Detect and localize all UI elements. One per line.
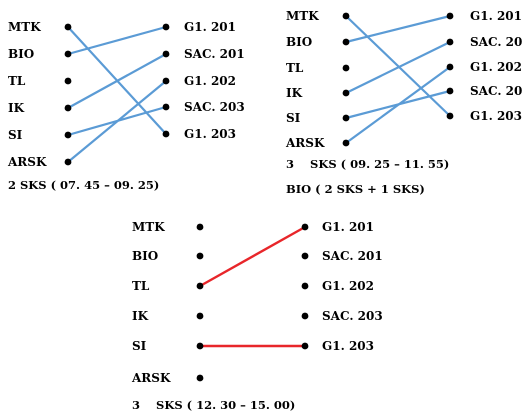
right-dot-sac-201 xyxy=(301,252,309,260)
right-label-g1-203: G1. 203 xyxy=(322,339,374,353)
left-dot-si xyxy=(64,131,72,139)
left-dot-bio xyxy=(196,252,204,260)
left-dot-tl xyxy=(196,282,204,290)
left-dot-ik xyxy=(342,89,350,97)
left-label-si: SI xyxy=(8,128,23,142)
connections xyxy=(198,225,307,348)
right-dot-g1-201 xyxy=(301,223,309,231)
left-label-ik: IK xyxy=(8,101,25,115)
right-label-g1-201: G1. 201 xyxy=(322,220,374,234)
connections xyxy=(66,25,168,164)
right-dot-g1-203 xyxy=(301,342,309,350)
left-label-ik: IK xyxy=(132,309,149,323)
left-label-tl: TL xyxy=(8,74,26,88)
left-label-bio: BIO xyxy=(8,47,34,61)
left-label-arsk: ARSK xyxy=(285,136,325,150)
right-dot-sac-201 xyxy=(162,50,170,58)
right-label-g1-202: G1. 202 xyxy=(322,279,374,293)
connection-bio-to-g1-201 xyxy=(344,14,452,44)
connection-mtk-to-g1-203 xyxy=(344,14,452,118)
connections xyxy=(344,14,452,145)
right-label-g1-203: G1. 203 xyxy=(184,127,236,141)
left-label-mtk: MTK xyxy=(286,9,319,23)
left-dot-ik xyxy=(196,312,204,320)
right-label-sac-203: SAC. 203 xyxy=(470,84,522,98)
right-label-g1-202: G1. 202 xyxy=(470,60,522,74)
left-label-tl: TL xyxy=(132,279,150,293)
left-dot-bio xyxy=(342,38,350,46)
left-dot-arsk xyxy=(64,158,72,166)
connection-arsk-to-g1-202 xyxy=(344,65,452,145)
connection-tl-to-g1-201 xyxy=(198,225,307,288)
right-label-sac-201: SAC. 201 xyxy=(184,47,245,61)
connection-ik-to-sac-201 xyxy=(344,40,452,95)
right-dot-g1-203 xyxy=(446,112,454,120)
left-label-ik: IK xyxy=(286,86,303,100)
right-label-sac-203: SAC. 203 xyxy=(322,309,383,323)
caption-line-2: BIO ( 2 SKS + 1 SKS) xyxy=(286,182,425,196)
left-dot-tl xyxy=(64,77,72,85)
right-label-sac-203: SAC. 203 xyxy=(184,100,245,114)
right-label-sac-201: SAC. 201 xyxy=(322,249,383,263)
right-dot-g1-202 xyxy=(446,63,454,71)
right-dot-sac-203 xyxy=(162,103,170,111)
connection-arsk-to-g1-202 xyxy=(66,79,168,164)
left-dot-si xyxy=(196,342,204,350)
right-label-g1-202: G1. 202 xyxy=(184,74,236,88)
left-label-si: SI xyxy=(286,111,301,125)
left-label-tl: TL xyxy=(286,61,304,75)
right-dot-g1-202 xyxy=(301,282,309,290)
left-dot-bio xyxy=(64,50,72,58)
diagram-1: MTK BIO TL IK SI ARSK G1. 201 SAC. 201 G1. 202 SA… xyxy=(7,20,245,192)
connection-bio-to-g1-201 xyxy=(66,25,168,56)
left-label-arsk: ARSK xyxy=(131,371,171,385)
left-dot-mtk xyxy=(196,223,204,231)
connection-ik-to-sac-201 xyxy=(66,52,168,110)
left-label-si: SI xyxy=(132,339,147,353)
diagram-3: MTK BIO TL IK SI ARSK G1. 201 SAC. 201 G1. 202 SA… xyxy=(131,220,383,412)
left-dot-si xyxy=(342,114,350,122)
right-dot-sac-203 xyxy=(301,312,309,320)
left-dot-mtk xyxy=(342,12,350,20)
left-label-mtk: MTK xyxy=(8,20,41,34)
left-dot-arsk xyxy=(196,374,204,382)
caption-line-1: 3 SKS ( 09. 25 – 11. 55) xyxy=(286,157,449,171)
left-dot-mtk xyxy=(64,23,72,31)
right-label-g1-203: G1. 203 xyxy=(470,109,522,123)
caption-line-1: 3 SKS ( 12. 30 – 15. 00) xyxy=(132,398,295,412)
left-dot-arsk xyxy=(342,139,350,147)
left-label-mtk: MTK xyxy=(132,220,165,234)
caption-line-1: 2 SKS ( 07. 45 – 09. 25) xyxy=(8,178,159,192)
left-dot-tl xyxy=(342,64,350,72)
right-label-g1-201: G1. 201 xyxy=(184,20,236,34)
right-dot-sac-201 xyxy=(446,38,454,46)
left-label-bio: BIO xyxy=(286,35,312,49)
left-label-arsk: ARSK xyxy=(7,155,47,169)
left-dot-ik xyxy=(64,104,72,112)
right-label-g1-201: G1. 201 xyxy=(470,9,522,23)
right-label-sac-201: SAC. 201 xyxy=(470,35,522,49)
right-dot-sac-203 xyxy=(446,87,454,95)
right-dot-g1-203 xyxy=(162,130,170,138)
diagram-2: MTK BIO TL IK SI ARSK G1. 201 SAC. 201 G1. 202 SA… xyxy=(285,9,522,196)
right-dot-g1-201 xyxy=(446,12,454,20)
right-dot-g1-201 xyxy=(162,23,170,31)
left-label-bio: BIO xyxy=(132,249,158,263)
right-dot-g1-202 xyxy=(162,77,170,85)
